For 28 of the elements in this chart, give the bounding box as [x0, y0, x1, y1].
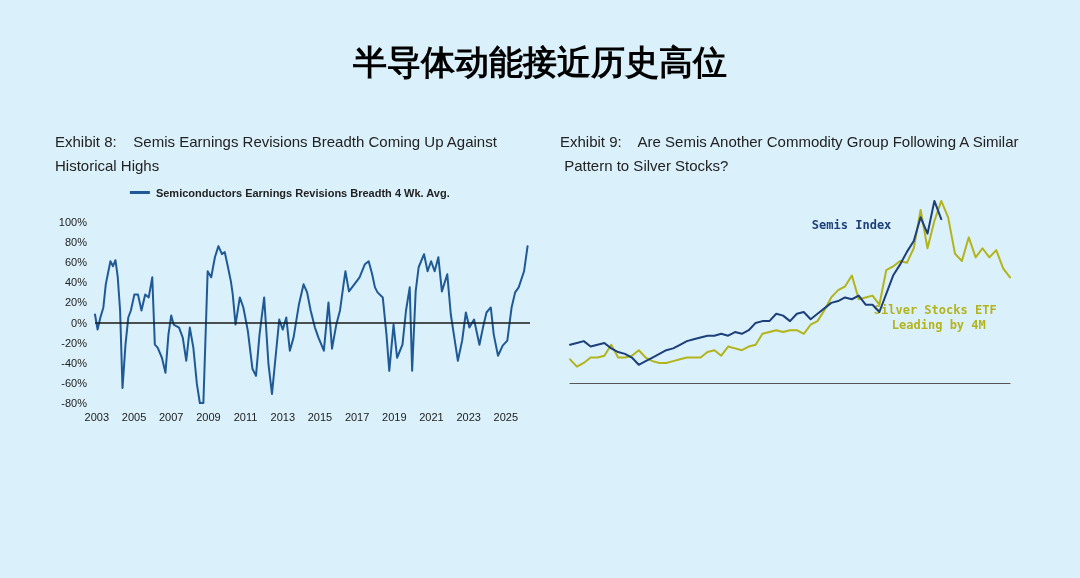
x-tick-label: 2007	[158, 410, 184, 423]
legend-label: Semiconductors Earnings Revisions Breadth 4 Wk. Avg.	[155, 186, 450, 199]
x-tick-label: 2005	[121, 410, 147, 423]
chart-title: Exhibit 9: Are Semis Another Commodity Group Following A Similar Pattern to Silver Stocks?	[560, 132, 1019, 174]
x-tick-label: 2023	[456, 410, 481, 423]
y-tick-label: -80%	[61, 397, 88, 409]
x-tick-label: 2017	[344, 410, 370, 423]
y-tick-label: 100%	[58, 216, 88, 228]
chart-subtitle: Exhibit 8: Semis Earnings Revisions Breadth Coming Up Against Historical Highs	[55, 132, 502, 174]
x-tick-label: 2015	[307, 410, 333, 423]
y-tick-label: 20%	[64, 296, 88, 309]
x-tick-label: 2009	[196, 410, 221, 423]
y-tick-label: -60%	[61, 376, 88, 389]
x-tick-label: 2003	[84, 410, 110, 423]
line-series	[94, 245, 529, 404]
x-tick-label: 2011	[233, 410, 258, 423]
y-tick-label: -40%	[61, 356, 88, 369]
x-tick-label: 2013	[270, 410, 295, 423]
y-tick-label: -20%	[61, 336, 88, 349]
y-tick-label: 60%	[64, 256, 88, 269]
y-tick-label: 0%	[71, 316, 88, 329]
y-tick-label: 80%	[64, 236, 88, 249]
y-tick-label: 40%	[64, 276, 88, 289]
chart-title: 半导体动能接近历史高位	[352, 41, 728, 84]
x-tick-label: 2019	[382, 410, 407, 423]
x-tick-label: 2025	[493, 410, 519, 423]
series-label: Semis Index	[811, 217, 892, 232]
x-tick-label: 2021	[419, 410, 444, 423]
